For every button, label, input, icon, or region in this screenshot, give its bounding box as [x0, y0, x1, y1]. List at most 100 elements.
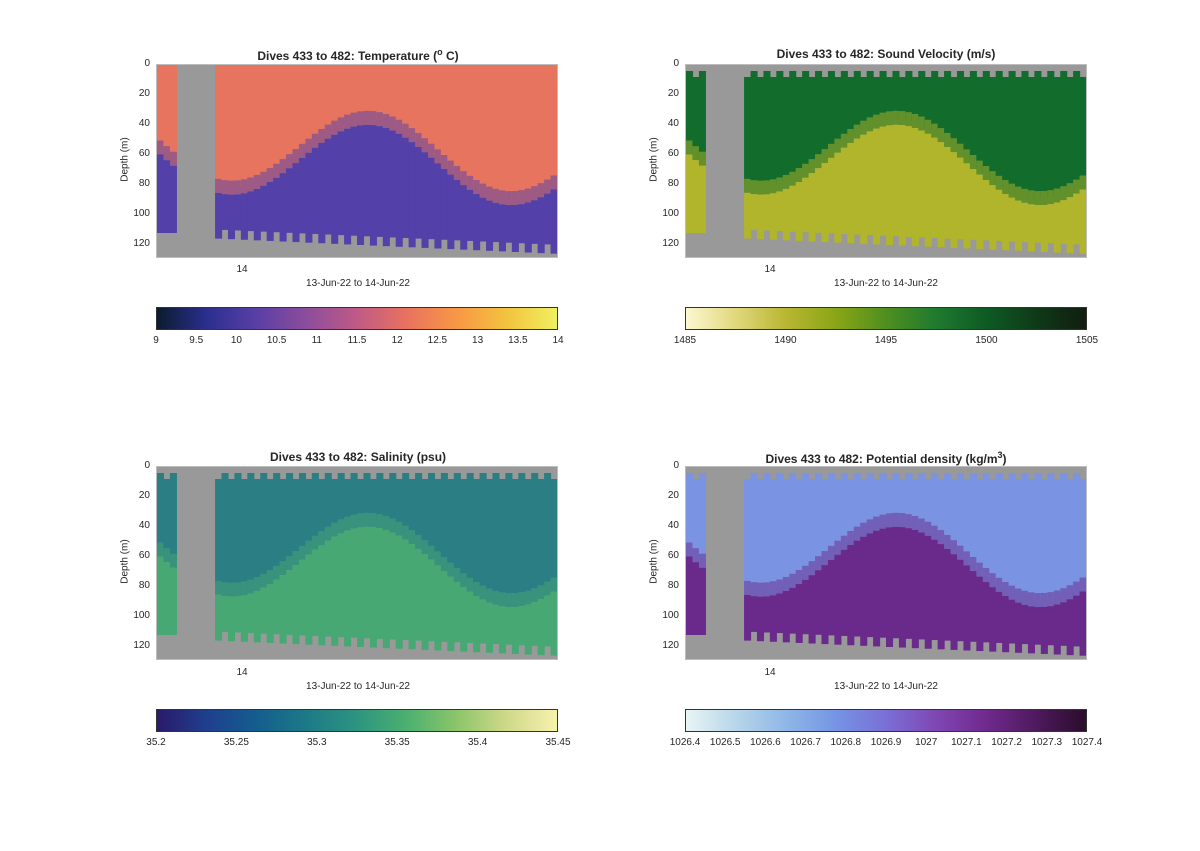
heatmap-cell	[234, 596, 242, 633]
colorbar	[685, 307, 1087, 330]
heatmap-cell	[421, 152, 429, 248]
heatmap-cell	[686, 71, 694, 148]
x-axis-label: 13-Jun-22 to 14-Jun-22	[306, 278, 410, 289]
heatmap-cell	[795, 182, 803, 241]
y-tick-label: 120	[133, 640, 150, 651]
heatmap-cell	[918, 518, 926, 533]
heatmap-cell	[963, 565, 971, 651]
heatmap-cell	[273, 65, 281, 171]
heatmap-cell	[434, 479, 442, 559]
heatmap-cell	[240, 193, 248, 240]
heatmap-cell	[492, 202, 500, 243]
heatmap-cell	[827, 545, 835, 560]
heatmap-cell	[686, 140, 694, 155]
heatmap-cell	[505, 473, 513, 601]
colorbar	[156, 307, 558, 330]
heatmap-cell	[550, 189, 557, 254]
colorbar-tick-label: 35.45	[545, 737, 571, 748]
heatmap-cell	[834, 479, 842, 548]
heatmap-cell	[789, 71, 797, 179]
heatmap-cell	[763, 180, 771, 195]
heatmap-cell	[511, 606, 519, 654]
heatmap-cell	[1060, 473, 1068, 596]
heatmap-cell	[505, 205, 513, 243]
y-tick-label: 40	[667, 118, 679, 129]
heatmap-cell	[460, 65, 468, 179]
heatmap-cell	[524, 65, 532, 196]
heatmap-cell	[402, 123, 410, 138]
heatmap-cell	[402, 539, 410, 641]
heatmap-cell	[421, 138, 429, 153]
heatmap-cell	[369, 513, 377, 528]
colorbar-tick-label: 1026.4	[669, 737, 701, 748]
heatmap-cell	[453, 473, 461, 576]
heatmap-cell	[240, 479, 248, 589]
heatmap-cell	[686, 473, 694, 550]
heatmap-cell	[866, 71, 874, 125]
heatmap-cell	[795, 77, 803, 176]
heatmap-cell	[860, 134, 868, 244]
heatmap-cell	[1021, 202, 1029, 243]
heatmap-cell	[311, 147, 319, 234]
colorbar-tick-label: 1026.5	[709, 737, 741, 748]
heatmap-cell	[473, 194, 481, 251]
heatmap-cell	[911, 529, 919, 649]
heatmap-cell	[898, 479, 906, 521]
heatmap-cell	[969, 473, 977, 565]
heatmap-cell	[363, 124, 371, 237]
heatmap-cell	[427, 473, 436, 553]
heatmap-cell	[324, 473, 332, 534]
heatmap-cell	[989, 77, 997, 179]
heatmap-cell	[795, 168, 803, 183]
chart-title: Dives 433 to 482: Sound Velocity (m/s)	[776, 47, 996, 61]
heatmap-cell	[324, 540, 332, 637]
heatmap-cell	[466, 473, 474, 585]
heatmap-cell	[273, 579, 281, 635]
heatmap-cell	[253, 174, 261, 189]
heatmap-cell	[918, 532, 926, 640]
heatmap-cell	[1015, 77, 1023, 194]
colorbar-tick-label: 1027	[915, 737, 938, 748]
heatmap-cell	[518, 65, 526, 198]
heatmap-cell	[969, 571, 977, 642]
heatmap-cell	[221, 180, 229, 195]
heatmap-cell	[995, 473, 1003, 585]
heatmap-cell	[853, 540, 861, 637]
heatmap-cell	[479, 65, 487, 191]
heatmap-cell	[247, 177, 255, 192]
heatmap-cell	[163, 562, 171, 635]
heatmap-cell	[479, 473, 487, 593]
colorbar-tick-label: 9	[153, 335, 159, 346]
heatmap-cell	[808, 159, 816, 174]
heatmap-cell	[305, 540, 313, 555]
heatmap-cell	[169, 165, 177, 233]
heatmap-cell	[963, 77, 971, 157]
heatmap-cell	[518, 204, 526, 244]
heatmap-cell	[1008, 585, 1016, 600]
colorbar-tick-label: 10.5	[266, 335, 287, 346]
colorbar	[156, 709, 558, 732]
heatmap-cell	[434, 149, 442, 164]
heatmap-cell	[453, 166, 461, 181]
heatmap-cell	[692, 562, 700, 635]
heatmap-cell	[698, 553, 706, 568]
heatmap-cell	[1079, 175, 1086, 190]
heatmap-cell	[853, 138, 861, 235]
heatmap-cell	[395, 133, 403, 247]
heatmap-cell	[995, 175, 1003, 190]
heatmap-cell	[266, 479, 274, 578]
heatmap-cell	[311, 549, 319, 636]
heatmap-cell	[860, 77, 868, 128]
heatmap-cell	[234, 194, 242, 231]
heatmap-cell	[253, 479, 261, 584]
heatmap-cell	[369, 479, 377, 521]
heatmap-cell	[382, 113, 390, 128]
heatmap-cell	[744, 594, 752, 641]
heatmap-cell	[1073, 473, 1081, 589]
heatmap-cell	[382, 515, 390, 530]
heatmap-cell	[511, 190, 519, 205]
heatmap-cell	[253, 576, 261, 591]
heatmap-cell	[873, 516, 881, 531]
heatmap-cell	[686, 154, 694, 233]
heatmap-cell	[879, 126, 887, 236]
